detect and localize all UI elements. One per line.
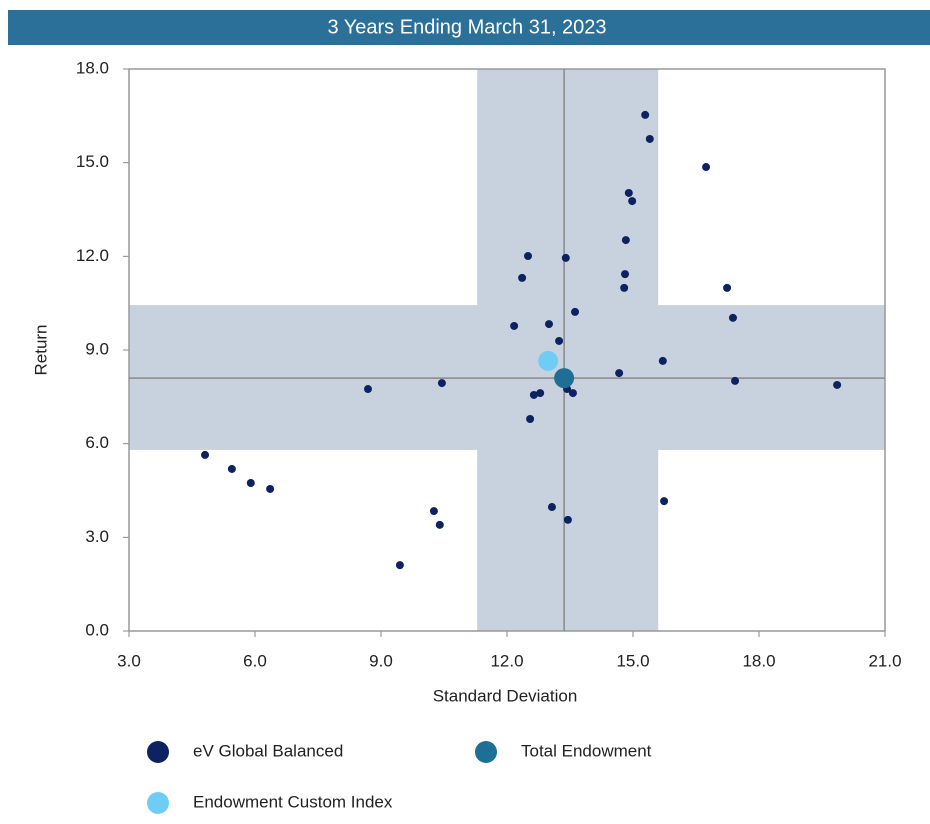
point <box>621 236 630 245</box>
point <box>731 376 740 385</box>
point <box>615 369 624 378</box>
point <box>201 450 210 459</box>
point <box>518 273 527 282</box>
legend-label: Endowment Custom Index <box>193 792 393 811</box>
x-tick-label: 6.0 <box>243 651 267 670</box>
point <box>833 380 842 389</box>
chart-title: 3 Years Ending March 31, 2023 <box>327 16 606 38</box>
y-tick-label: 9.0 <box>85 339 109 358</box>
legend-label: Total Endowment <box>521 741 652 760</box>
point <box>728 313 737 322</box>
legend-marker <box>475 741 497 763</box>
point <box>363 385 372 394</box>
point <box>645 134 654 143</box>
legend-marker <box>147 741 169 763</box>
point <box>547 503 556 512</box>
point <box>266 484 275 493</box>
x-tick-label: 15.0 <box>616 651 649 670</box>
point <box>510 321 519 330</box>
point <box>227 464 236 473</box>
point <box>641 110 650 119</box>
point <box>563 515 572 524</box>
point <box>395 561 404 570</box>
point <box>568 389 577 398</box>
point <box>723 283 732 292</box>
point <box>545 320 553 329</box>
y-tick-label: 18.0 <box>76 58 109 77</box>
point <box>621 270 630 279</box>
y-tick-label: 12.0 <box>76 246 109 265</box>
legend-marker <box>147 792 169 814</box>
point <box>246 479 255 488</box>
point <box>702 163 711 172</box>
point <box>437 379 446 388</box>
point <box>435 520 444 529</box>
point <box>429 507 438 516</box>
point <box>524 252 532 261</box>
y-tick-label: 6.0 <box>85 433 109 452</box>
point <box>526 415 535 424</box>
x-tick-label: 18.0 <box>742 651 775 670</box>
x-tick-label: 21.0 <box>868 651 901 670</box>
legend-label: eV Global Balanced <box>193 741 343 760</box>
y-tick-label: 15.0 <box>76 152 109 171</box>
x-tick-label: 9.0 <box>369 651 393 670</box>
point <box>536 389 545 398</box>
point <box>529 390 538 399</box>
y-tick-label: 0.0 <box>85 620 109 639</box>
x-axis-label: Standard Deviation <box>433 686 578 705</box>
point <box>561 253 570 262</box>
point <box>658 356 667 365</box>
point <box>571 307 580 316</box>
point <box>554 368 575 389</box>
point <box>555 336 564 345</box>
point <box>660 497 669 506</box>
plot-frame <box>128 68 886 632</box>
y-tick-label: 3.0 <box>85 527 109 546</box>
point <box>628 197 637 206</box>
point <box>538 350 559 371</box>
point <box>624 188 633 197</box>
point <box>620 283 629 292</box>
x-tick-label: 12.0 <box>490 651 523 670</box>
title-bar <box>8 10 930 45</box>
x-tick-label: 3.0 <box>117 651 141 670</box>
y-axis-label: Return <box>31 324 50 375</box>
